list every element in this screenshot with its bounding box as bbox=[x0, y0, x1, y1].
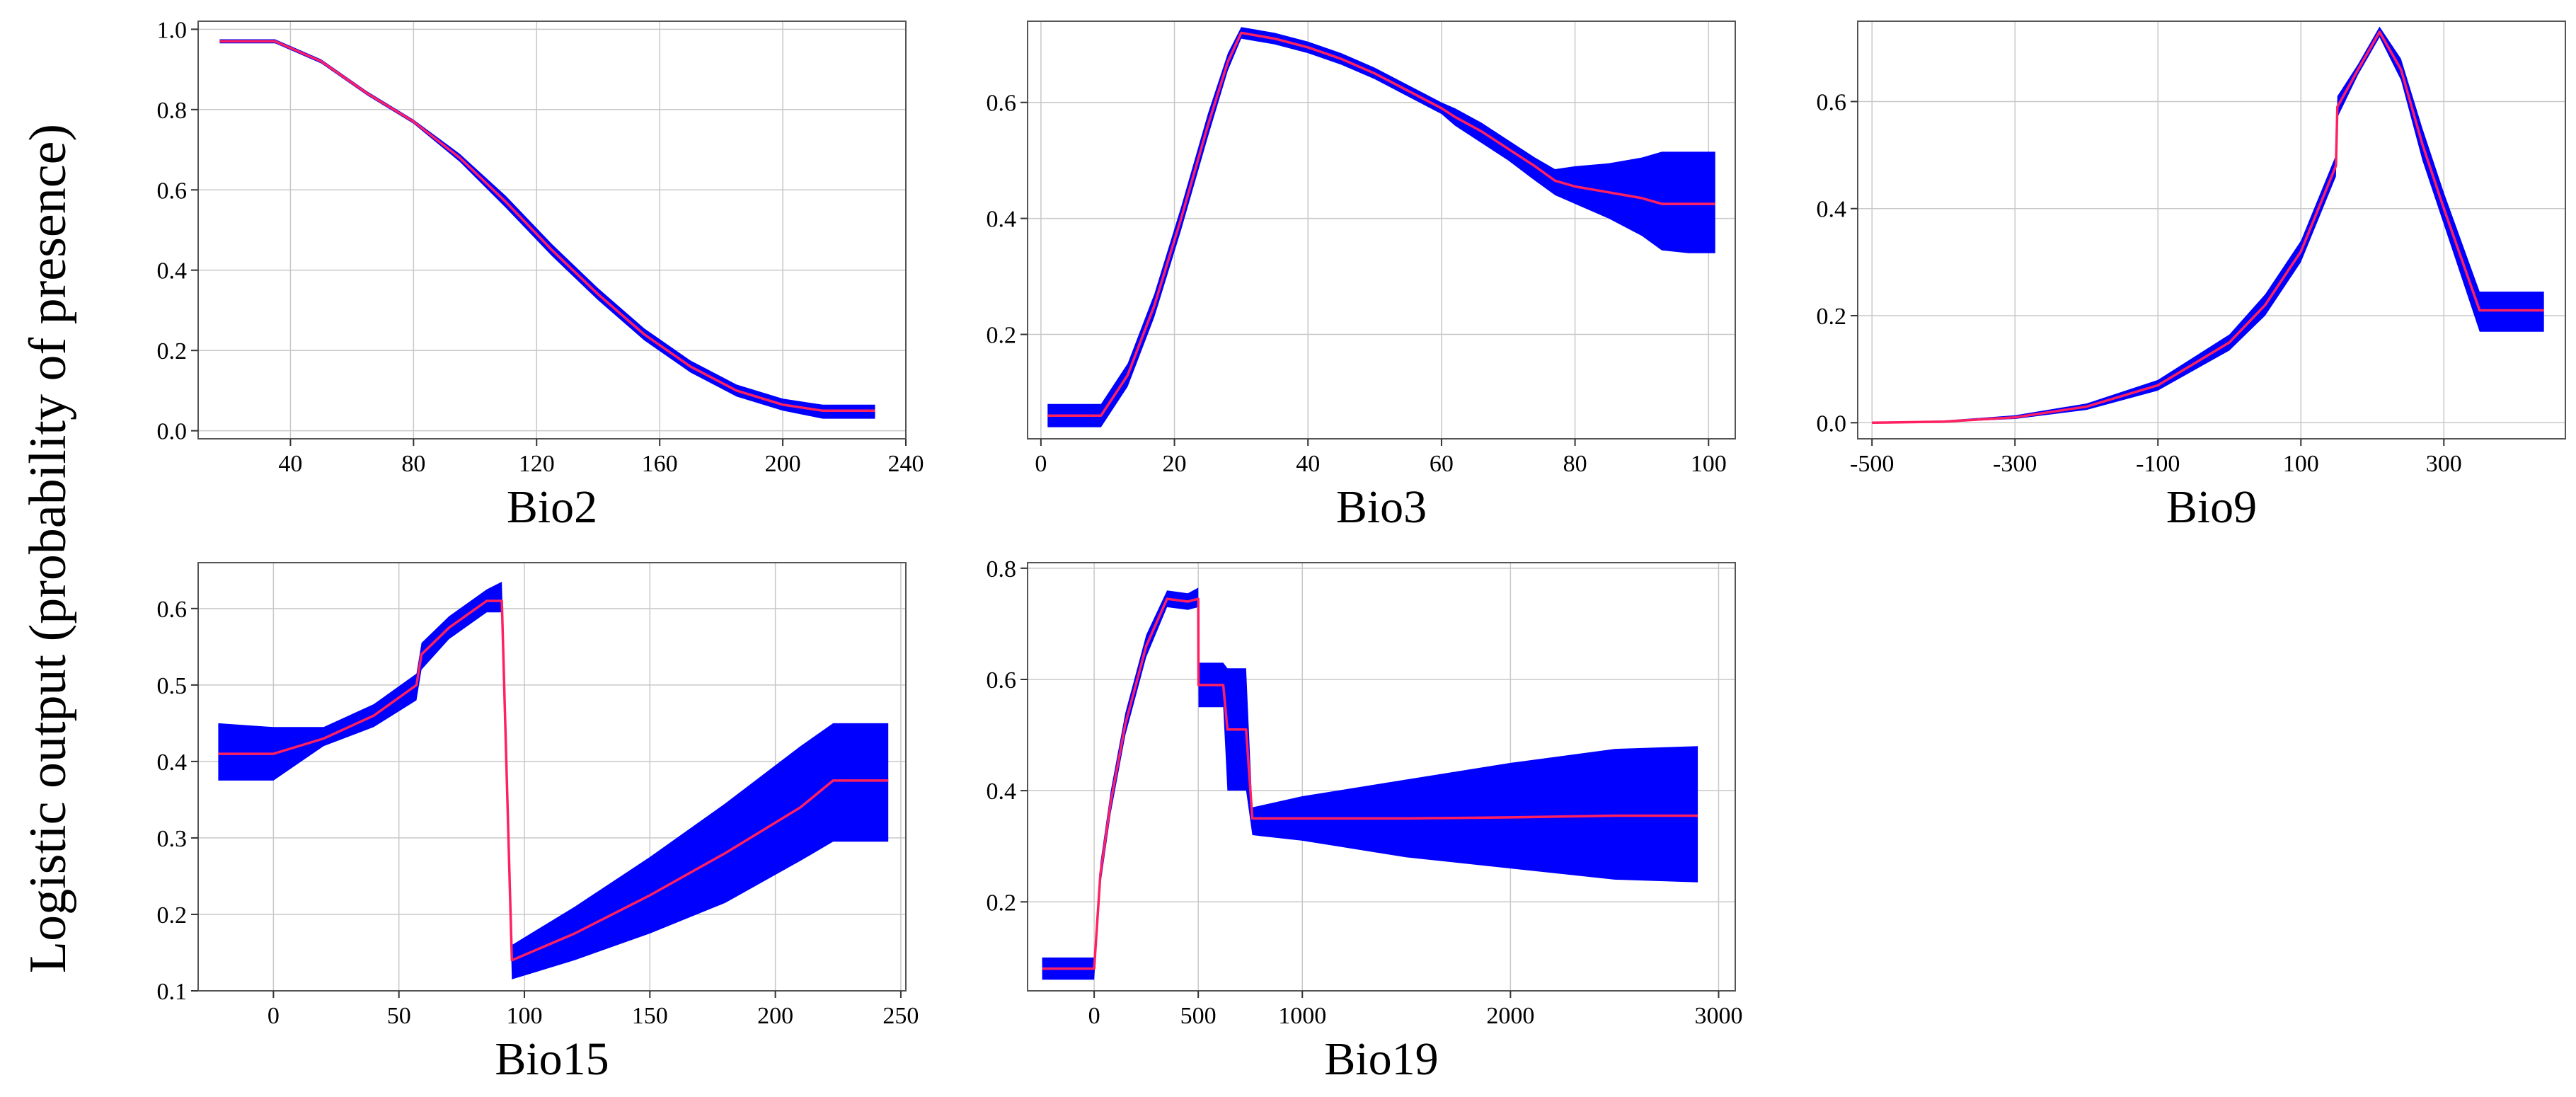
x-axis-label: Bio3 bbox=[1336, 481, 1427, 533]
chart-bio19: 0 500 1000 2000 3000 0.2 0.4 0.6 0.8 Bio19 bbox=[987, 556, 1743, 1085]
x-tick-label: 300 bbox=[2426, 451, 2462, 477]
x-tick-label: 240 bbox=[888, 451, 924, 477]
y-tick-label: 0.4 bbox=[1817, 197, 1847, 223]
x-tick-label: 2000 bbox=[1486, 1003, 1534, 1029]
y-tick-label: 0.0 bbox=[1817, 410, 1847, 437]
confidence-band bbox=[219, 39, 875, 419]
x-tick-label: 100 bbox=[2283, 451, 2319, 477]
chart-bio3: 0 20 40 60 80 100 0.2 0.4 0.6 Bio3 bbox=[987, 21, 1736, 533]
y-axis-label: Logistic output (probability of presence… bbox=[19, 124, 77, 973]
y-tick-label: 0.6 bbox=[987, 667, 1017, 694]
mean-response-line bbox=[1047, 31, 1715, 417]
x-tick-label: 20 bbox=[1163, 451, 1187, 477]
y-tick-label: 0.2 bbox=[1817, 304, 1847, 330]
chart-bio15: 0 50 100 150 200 250 0.1 0.2 0.3 0.4 0.5 0.6 Bio15 bbox=[157, 562, 919, 1085]
mean-response-line bbox=[219, 40, 875, 413]
mean-response-line bbox=[1042, 597, 1698, 970]
x-axis-label: Bio15 bbox=[495, 1033, 609, 1085]
x-tick-label: -100 bbox=[2136, 451, 2180, 477]
y-tick-label: 0.2 bbox=[157, 338, 188, 364]
y-tick-label: 0.2 bbox=[987, 323, 1017, 349]
x-tick-label: 3000 bbox=[1694, 1003, 1742, 1029]
chart-bio9: -500 -300 -100 100 300 0.0 0.2 0.4 0.6 Bio9 bbox=[1817, 21, 2566, 533]
confidence-band bbox=[1042, 587, 1698, 980]
confidence-band bbox=[1872, 26, 2544, 423]
confidence-band bbox=[1047, 27, 1715, 427]
x-tick-label: 1000 bbox=[1278, 1003, 1326, 1029]
y-tick-label: 0.6 bbox=[987, 91, 1017, 117]
y-tick-label: 0.8 bbox=[987, 556, 1017, 582]
y-tick-label: 0.6 bbox=[157, 178, 188, 204]
x-tick-label: 200 bbox=[765, 451, 801, 477]
x-tick-label: -500 bbox=[1850, 451, 1894, 477]
x-tick-label: 150 bbox=[632, 1003, 668, 1029]
plot-frame bbox=[197, 562, 907, 992]
y-tick-label: 1.0 bbox=[157, 17, 188, 43]
x-tick-label: 80 bbox=[1563, 451, 1587, 477]
x-tick-label: 160 bbox=[642, 451, 678, 477]
x-tick-label: 120 bbox=[519, 451, 555, 477]
x-tick-label: 60 bbox=[1430, 451, 1454, 477]
chart-bio2: 40 80 120 160 200 240 0.0 0.2 0.4 0.6 0.8 1.0 Bio2 bbox=[157, 17, 924, 533]
y-tick-label: 0.5 bbox=[157, 673, 188, 699]
x-tick-label: -300 bbox=[1993, 451, 2037, 477]
plot-frame bbox=[1027, 562, 1736, 992]
plot-frame bbox=[1857, 21, 2566, 440]
y-tick-label: 0.2 bbox=[157, 902, 188, 929]
y-tick-label: 0.8 bbox=[157, 98, 188, 124]
confidence-band bbox=[218, 582, 889, 980]
x-tick-label: 50 bbox=[387, 1003, 411, 1029]
x-tick-label: 100 bbox=[1691, 451, 1727, 477]
y-tick-label: 0.0 bbox=[157, 419, 188, 445]
y-tick-label: 0.4 bbox=[157, 258, 188, 285]
x-tick-label: 0 bbox=[1088, 1003, 1100, 1029]
x-tick-label: 0 bbox=[268, 1003, 280, 1029]
x-tick-label: 40 bbox=[278, 451, 302, 477]
y-tick-label: 0.6 bbox=[1817, 89, 1847, 115]
x-tick-label: 40 bbox=[1296, 451, 1320, 477]
x-tick-label: 500 bbox=[1180, 1003, 1217, 1029]
y-tick-label: 0.3 bbox=[157, 826, 188, 852]
mean-response-line bbox=[218, 599, 889, 962]
y-tick-label: 0.4 bbox=[157, 749, 188, 776]
plot-frame bbox=[197, 21, 907, 440]
x-tick-label: 100 bbox=[506, 1003, 542, 1029]
y-tick-label: 0.6 bbox=[157, 597, 188, 623]
y-tick-label: 0.1 bbox=[157, 979, 188, 1005]
x-tick-label: 80 bbox=[401, 451, 425, 477]
x-tick-label: 0 bbox=[1035, 451, 1047, 477]
x-tick-label: 250 bbox=[882, 1003, 919, 1029]
x-axis-label: Bio19 bbox=[1324, 1033, 1438, 1085]
y-tick-label: 0.4 bbox=[987, 207, 1017, 233]
y-tick-label: 0.2 bbox=[987, 890, 1017, 916]
x-axis-label: Bio2 bbox=[507, 481, 597, 533]
mean-response-line bbox=[1872, 30, 2544, 425]
x-axis-label: Bio9 bbox=[2166, 481, 2257, 533]
y-tick-label: 0.4 bbox=[987, 779, 1017, 805]
x-tick-label: 200 bbox=[757, 1003, 793, 1029]
plot-frame bbox=[1027, 21, 1736, 440]
